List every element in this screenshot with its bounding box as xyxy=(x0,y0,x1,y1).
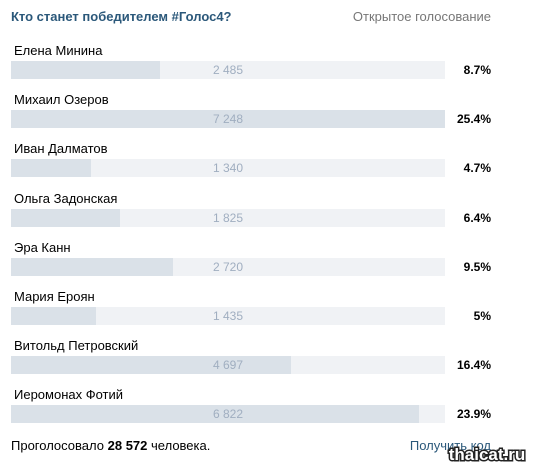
watermark-logo: thaicat.ru xyxy=(447,444,527,466)
poll-option-name: Михаил Озеров xyxy=(14,92,109,108)
poll-option-bar: 7 248 xyxy=(11,110,445,129)
poll-option-percent: 23.9% xyxy=(456,407,491,422)
poll-option-percent: 8.7% xyxy=(463,63,491,77)
poll-option[interactable]: Мария Ероян 1 435 5% xyxy=(11,288,491,339)
poll-option-percent: 6.4% xyxy=(463,210,491,225)
get-code-link[interactable]: Получить код xyxy=(409,438,491,453)
poll-option-name: Мария Ероян xyxy=(14,288,95,304)
poll-option-bar-fill xyxy=(11,257,174,276)
poll-option-count: 2 485 xyxy=(212,63,244,77)
poll-header: Кто станет победителем #Голос4? Открытое… xyxy=(11,9,491,27)
voted-total: Проголосовало 28 572 человека. xyxy=(11,438,210,453)
poll-option-bar: 1 340 xyxy=(11,159,445,178)
poll-option[interactable]: Иеромонах Фотий 6 822 23.9% xyxy=(11,387,491,437)
poll-option-bar-fill xyxy=(11,306,97,325)
poll-option-count: 7 248 xyxy=(212,112,244,127)
poll-option-bar-fill xyxy=(11,405,420,424)
poll-option[interactable]: Витольд Петровский 4 697 16.4% xyxy=(11,338,491,388)
poll-option-bar-fill xyxy=(11,208,121,227)
poll-option-count: 4 697 xyxy=(212,358,244,373)
poll-option-count: 6 822 xyxy=(212,407,244,422)
poll-type-label: Открытое голосование xyxy=(352,9,491,24)
poll-option-name: Елена Минина xyxy=(14,43,103,58)
poll-option-bar-fill xyxy=(11,110,445,129)
poll-option[interactable]: Ольга Задонская 1 825 6.4% xyxy=(11,190,491,241)
poll-option-count: 1 340 xyxy=(212,161,244,176)
voted-suffix: человека. xyxy=(151,438,211,453)
poll-option-bar: 2 485 xyxy=(11,61,445,79)
watermark-text: thaicat.ru xyxy=(449,445,526,464)
poll-title: Кто станет победителем #Голос4? xyxy=(11,9,232,24)
poll-option-bar: 2 720 xyxy=(11,257,445,276)
poll-option-percent: 5% xyxy=(473,308,491,323)
poll-option-name: Иеромонах Фотий xyxy=(14,387,124,403)
poll-option[interactable]: Иван Далматов 1 340 4.7% xyxy=(11,141,491,191)
poll-option-bar: 4 697 xyxy=(11,356,445,375)
poll-option-bar-fill xyxy=(11,61,160,79)
voted-count: 28 572 xyxy=(107,438,148,453)
poll-option-name: Витольд Петровский xyxy=(14,338,139,354)
poll-option-name: Иван Далматов xyxy=(14,141,108,157)
poll-option[interactable]: Михаил Озеров 7 248 25.4% xyxy=(11,92,491,142)
poll-footer: Проголосовало 28 572 человека. Получить … xyxy=(11,438,491,456)
poll-option-percent: 16.4% xyxy=(456,358,491,373)
voted-prefix: Проголосовало xyxy=(11,438,104,453)
poll-option-bar: 1 435 xyxy=(11,306,445,325)
poll-option-count: 2 720 xyxy=(212,259,244,274)
poll-option-name: Эра Канн xyxy=(14,239,71,255)
poll-option-count: 1 825 xyxy=(212,210,244,225)
poll-option-bar-fill xyxy=(11,356,292,375)
poll-option-percent: 25.4% xyxy=(456,112,491,127)
poll-option-percent: 9.5% xyxy=(463,259,491,274)
poll-option-name: Ольга Задонская xyxy=(14,190,118,206)
poll-option-bar: 1 825 xyxy=(11,208,445,227)
poll-option-bar: 6 822 xyxy=(11,405,445,424)
poll-option[interactable]: Эра Канн 2 720 9.5% xyxy=(11,239,491,290)
poll-option-bar-fill xyxy=(11,159,92,178)
poll-option[interactable]: Елена Минина 2 485 8.7% xyxy=(11,43,491,93)
poll-options: Елена Минина 2 485 8.7% Михаил Озеров 7 248 2… xyxy=(11,43,491,438)
poll-option-count: 1 435 xyxy=(212,308,244,323)
poll-option-percent: 4.7% xyxy=(463,161,491,176)
